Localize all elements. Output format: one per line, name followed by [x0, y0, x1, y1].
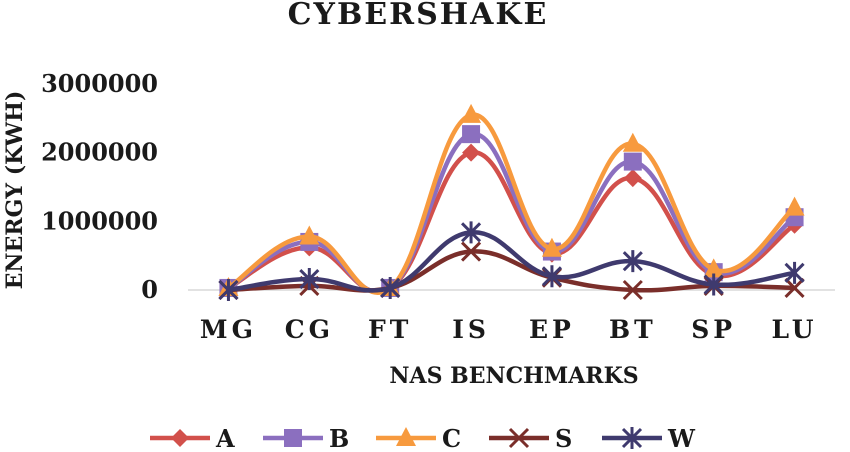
series-line-a — [226, 150, 797, 294]
data-point-c — [784, 196, 805, 216]
x-axis-ticks: MG CG FT IS EP BT SP LU — [200, 315, 818, 344]
data-point-w — [622, 250, 643, 273]
x-tick-label: BT — [609, 315, 657, 344]
series-line-c — [226, 112, 797, 295]
legend-marker-s — [508, 427, 530, 449]
data-point-w — [541, 265, 562, 288]
data-point-c — [541, 237, 562, 257]
x-tick-label: SP — [691, 315, 736, 344]
legend-item-s: S — [489, 424, 572, 452]
x-tick-label: CG — [285, 315, 334, 344]
data-point-c — [622, 132, 643, 152]
legend-item-a: A — [150, 424, 235, 452]
y-axis-ticks: 0 1000000 2000000 3000000 — [41, 69, 158, 304]
legend-item-c: C — [376, 424, 461, 452]
x-tick-label: LU — [772, 315, 818, 344]
x-tick-label: FT — [368, 315, 412, 344]
legend-label-s: S — [555, 424, 572, 452]
series-layer — [218, 103, 805, 301]
legend-label-w: W — [667, 424, 696, 452]
data-point-s — [461, 241, 482, 262]
legend-marker-w — [621, 427, 643, 449]
y-tick-label: 0 — [141, 275, 158, 304]
legend-item-w: W — [602, 424, 696, 452]
x-axis-label: NAS BENCHMARKS — [389, 363, 638, 389]
y-tick-label: 3000000 — [41, 69, 158, 98]
x-tick-label: MG — [200, 315, 257, 344]
chart-title: CYBERSHAKE — [288, 0, 549, 32]
y-tick-label: 1000000 — [41, 206, 158, 235]
legend-label-c: C — [442, 424, 461, 452]
series-line-w — [226, 230, 797, 293]
data-point-b — [623, 152, 642, 171]
y-tick-label: 2000000 — [41, 138, 158, 167]
data-point-a — [623, 169, 642, 188]
data-point-c — [461, 103, 482, 123]
data-point-w — [784, 261, 805, 284]
data-point-w — [380, 276, 401, 299]
data-point-s — [622, 279, 643, 301]
data-point-w — [703, 273, 724, 296]
legend-marker-c — [396, 427, 416, 446]
data-point-c — [703, 258, 724, 278]
legend-label-b: B — [329, 424, 349, 452]
legend-marker-b — [284, 429, 302, 447]
data-point-w — [218, 279, 239, 301]
x-tick-label: EP — [529, 315, 575, 344]
data-point-a — [462, 143, 481, 162]
x-tick-label: IS — [452, 315, 490, 344]
data-point-w — [461, 221, 482, 244]
data-point-b — [462, 125, 481, 144]
data-point-w — [299, 268, 320, 291]
data-point-c — [299, 225, 320, 245]
legend-item-b: B — [263, 424, 349, 452]
y-axis-label: ENERGY (KWH) — [2, 91, 28, 290]
data-point-s — [784, 277, 805, 299]
legend-marker-a — [171, 429, 189, 447]
series-w — [218, 221, 805, 301]
legend-label-a: A — [215, 424, 235, 452]
